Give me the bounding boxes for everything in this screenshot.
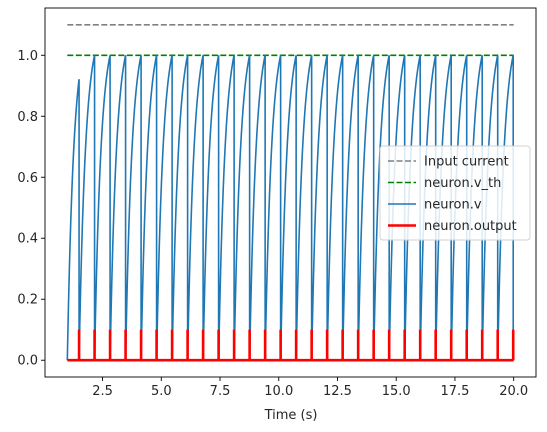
y-tick-label-0: 0.0 <box>17 354 38 369</box>
y-tick-label-5: 1.0 <box>17 49 38 64</box>
legend-label-3: neuron.output <box>424 219 517 234</box>
y-tick-label-1: 0.2 <box>17 293 38 308</box>
x-tick-label-3: 10.0 <box>264 384 293 399</box>
legend-label-1: neuron.v_th <box>424 176 501 191</box>
legend-label-0: Input current <box>424 155 509 170</box>
y-axis: 0.0 0.2 0.4 0.6 0.8 1.0 <box>17 49 45 369</box>
legend: Input current neuron.v_th neuron.v neuron.o… <box>379 145 531 241</box>
x-tick-label-2: 7.5 <box>210 384 231 399</box>
x-axis-label: Time (s) <box>264 408 318 423</box>
legend-box <box>379 145 531 241</box>
x-tick-label-0: 2.5 <box>92 384 113 399</box>
legend-label-2: neuron.v <box>424 198 482 213</box>
axes-frame <box>44 7 537 378</box>
y-tick-label-3: 0.6 <box>17 171 38 186</box>
x-axis: 2.5 5.0 7.5 10.0 12.5 15.0 17.5 20.0 <box>92 377 528 399</box>
x-tick-label-4: 12.5 <box>323 384 352 399</box>
x-tick-label-1: 5.0 <box>151 384 172 399</box>
x-tick-label-6: 17.5 <box>440 384 469 399</box>
y-tick-label-2: 0.4 <box>17 232 38 247</box>
x-tick-label-7: 20.0 <box>499 384 528 399</box>
x-tick-label-5: 15.0 <box>382 384 411 399</box>
y-tick-label-4: 0.8 <box>17 110 38 125</box>
